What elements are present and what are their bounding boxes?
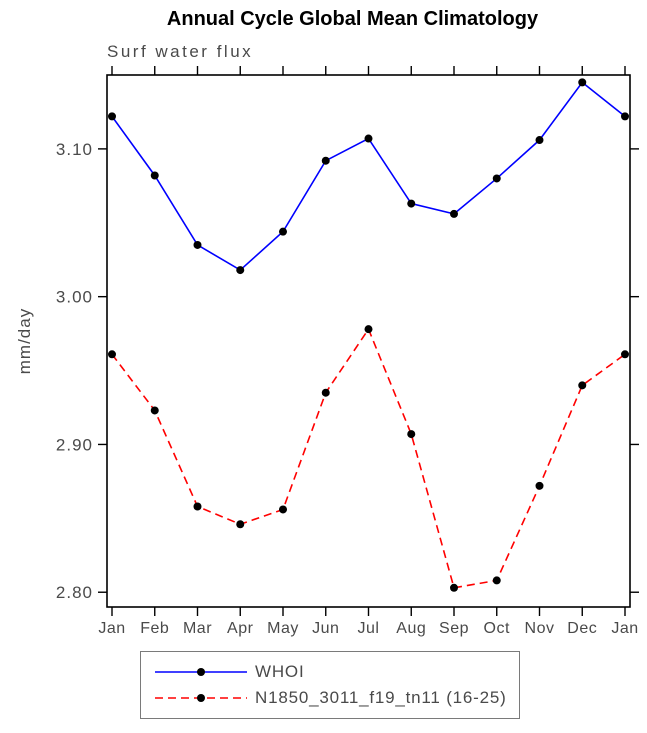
y-tick-label: 2.80 <box>56 583 93 602</box>
data-point-marker <box>364 325 373 334</box>
chart-title: Annual Cycle Global Mean Climatology <box>166 8 539 30</box>
x-tick-label: Jan <box>611 620 638 637</box>
data-point-marker <box>150 171 159 180</box>
data-point-marker <box>621 350 629 359</box>
y-tick-label: 2.90 <box>56 435 93 454</box>
x-tick-label: Oct <box>484 620 510 637</box>
x-tick-label: Jan <box>98 620 125 637</box>
data-point-marker <box>279 505 287 514</box>
data-point-marker <box>108 112 116 121</box>
y-tick-label: 3.00 <box>56 288 93 307</box>
x-tick-label: Apr <box>227 620 254 637</box>
data-point-marker <box>193 240 202 249</box>
data-point-marker <box>450 583 458 592</box>
data-point-marker <box>364 134 373 143</box>
series-line <box>111 327 626 589</box>
y-axis-label: mm/day <box>15 308 34 374</box>
legend-marker <box>197 668 205 676</box>
x-tick-label: Nov <box>525 620 555 637</box>
x-tick-label: Jun <box>312 620 339 637</box>
data-point-marker <box>108 350 116 359</box>
legend-item: WHOI <box>153 659 507 685</box>
x-tick-label: May <box>267 620 299 637</box>
data-point-marker <box>236 520 245 529</box>
data-point-marker <box>150 406 159 415</box>
data-point-marker <box>492 576 501 585</box>
data-point-marker <box>492 174 501 183</box>
axes-frame <box>106 74 631 608</box>
data-point-marker <box>236 266 245 275</box>
data-point-marker <box>450 209 458 218</box>
chart-subtitle: Surf water flux <box>107 42 253 61</box>
legend-label: WHOI <box>255 662 305 681</box>
data-point-marker <box>193 502 202 511</box>
legend-marker <box>197 694 205 702</box>
data-point-marker <box>621 112 629 121</box>
x-tick-label: Aug <box>396 620 426 637</box>
x-tick-label: Feb <box>140 620 169 637</box>
data-point-marker <box>578 78 587 87</box>
x-tick-label: Sep <box>439 620 469 637</box>
data-point-marker <box>321 156 330 165</box>
plot-area: Surf water flux 2.80 2.90 3.00 3.10 Jan Feb Mar… <box>15 42 639 637</box>
legend-line-sample-icon <box>155 668 247 676</box>
data-point-marker <box>535 136 544 145</box>
legend-label: N1850_3011_f19_tn11 (16-25) <box>255 688 507 707</box>
series-line <box>111 81 626 272</box>
legend: WHOI N1850_3011_f19_tn11 (16-25) <box>140 651 520 719</box>
x-tick-label: Mar <box>183 620 212 637</box>
x-tick-label: Jul <box>358 620 380 637</box>
data-point-marker <box>535 481 544 490</box>
legend-item: N1850_3011_f19_tn11 (16-25) <box>153 685 507 711</box>
y-tick-label: 3.10 <box>56 140 93 159</box>
data-point-marker <box>279 227 287 236</box>
data-point-marker <box>578 381 587 390</box>
x-tick-label: Dec <box>567 620 597 637</box>
data-point-marker <box>407 199 416 208</box>
data-point-marker <box>407 430 416 439</box>
data-point-marker <box>321 388 330 397</box>
legend-line-sample-icon <box>155 694 247 702</box>
